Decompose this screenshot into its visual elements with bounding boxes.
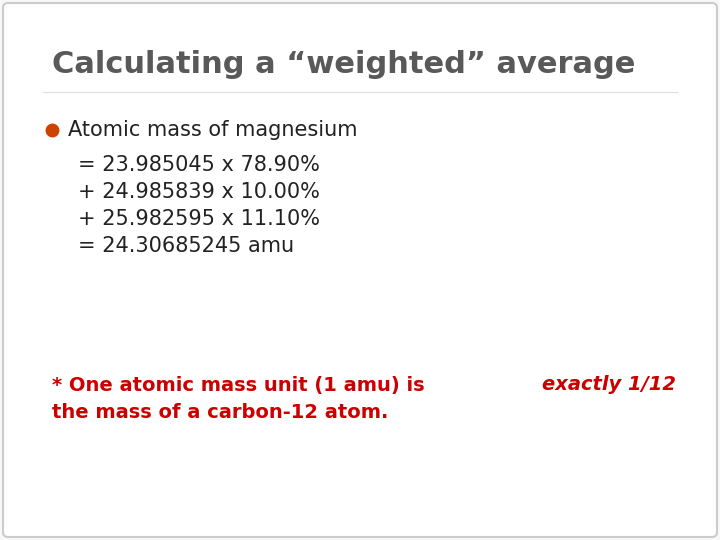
Text: * One atomic mass unit (1 amu) is: * One atomic mass unit (1 amu) is: [52, 375, 431, 395]
Text: the mass of a carbon-12 atom.: the mass of a carbon-12 atom.: [52, 402, 388, 422]
Text: + 24.985839 x 10.00%: + 24.985839 x 10.00%: [78, 182, 320, 202]
Text: = 23.985045 x 78.90%: = 23.985045 x 78.90%: [78, 155, 320, 175]
Text: + 25.982595 x 11.10%: + 25.982595 x 11.10%: [78, 209, 320, 229]
FancyBboxPatch shape: [3, 3, 717, 537]
Text: = 24.30685245 amu: = 24.30685245 amu: [78, 236, 294, 256]
Text: Atomic mass of magnesium: Atomic mass of magnesium: [68, 120, 358, 140]
Text: Calculating a “weighted” average: Calculating a “weighted” average: [52, 50, 635, 79]
Text: exactly 1/12: exactly 1/12: [541, 375, 675, 395]
